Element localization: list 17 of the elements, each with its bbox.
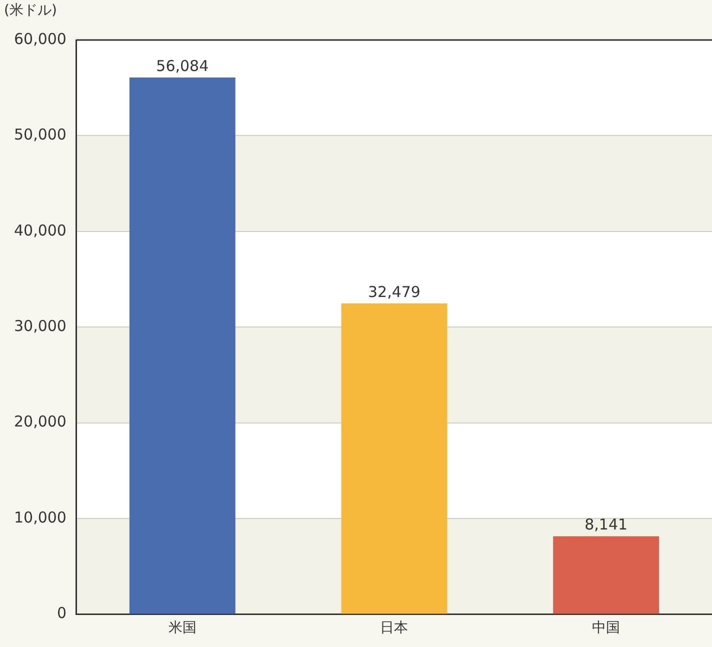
bar <box>129 77 236 614</box>
y-tick-label: 30,000 <box>14 316 66 335</box>
bar <box>341 303 448 614</box>
y-tick-label: 60,000 <box>14 30 66 48</box>
data-label: 8,141 <box>584 516 628 534</box>
y-tick-label: 20,000 <box>14 412 66 431</box>
bar <box>553 536 660 614</box>
x-tick-label: 日本 <box>380 620 408 636</box>
x-tick-label: 中国 <box>592 620 620 636</box>
y-tick-label: 0 <box>56 604 66 622</box>
data-label: 56,084 <box>156 56 209 75</box>
y-tick-label: 50,000 <box>14 126 66 144</box>
y-tick-label: 40,000 <box>14 221 66 240</box>
data-label: 32,479 <box>368 282 420 301</box>
x-tick-label: 米国 <box>168 620 196 636</box>
y-axis-title: (米ドル) <box>4 2 57 19</box>
y-tick-label: 10,000 <box>14 508 66 526</box>
